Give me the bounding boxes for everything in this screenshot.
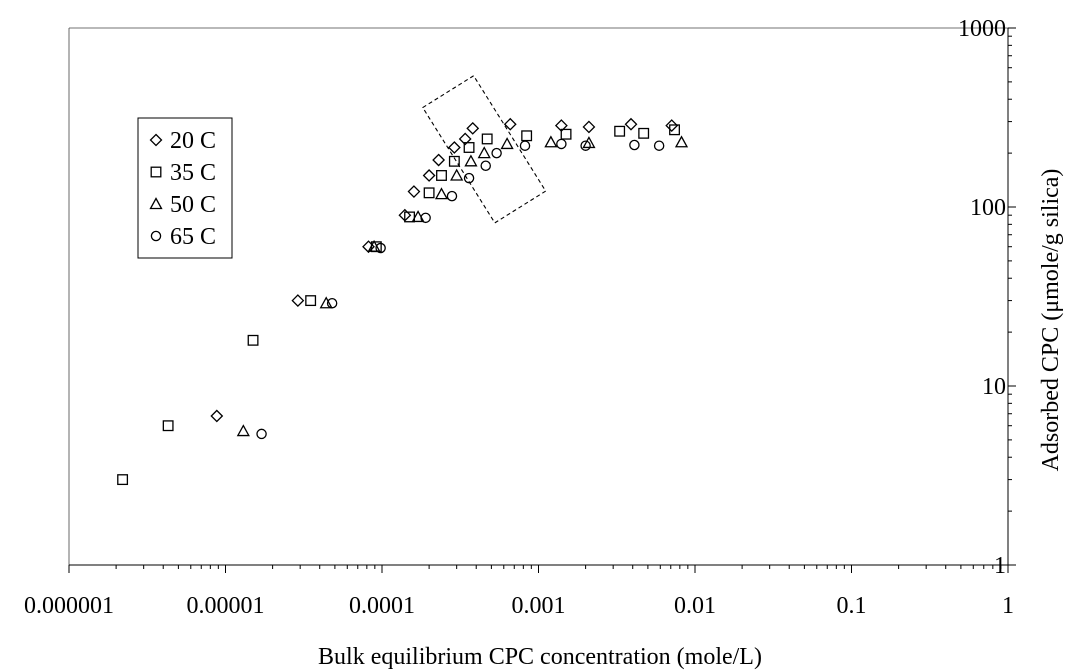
y-tick-label: 1 (994, 553, 1006, 579)
y-tick-label: 100 (970, 195, 1006, 221)
data-point-diamond (624, 117, 638, 131)
data-point-square (162, 420, 174, 432)
y-tick-label: 1000 (958, 16, 1006, 42)
data-point-square (638, 127, 650, 139)
legend-box (137, 117, 233, 259)
x-axis-title: Bulk equilibrium CPC concentration (mole… (318, 644, 762, 670)
data-point-triangle (434, 187, 449, 200)
data-point-circle (480, 160, 491, 171)
data-point-triangle (500, 137, 514, 150)
data-point-triangle (582, 136, 596, 149)
data-point-circle (326, 297, 338, 309)
data-point-square (560, 128, 572, 140)
legend-label: 20 C (170, 128, 216, 154)
axis-ticks (68, 27, 1016, 573)
x-tick-label: 1 (1002, 593, 1014, 619)
data-point-diamond (503, 117, 517, 131)
data-point-circle (375, 242, 386, 254)
data-point-triangle (464, 154, 478, 167)
x-tick-label: 0.00001 (187, 593, 265, 619)
data-point-circle (491, 147, 502, 159)
legend-marker-diamond (149, 133, 163, 147)
x-tick-label: 0.0001 (349, 593, 415, 619)
data-point-circle (256, 428, 267, 440)
y-tick-label: 10 (982, 374, 1006, 400)
series-circle (256, 138, 665, 440)
x-tick-label: 0.000001 (24, 593, 114, 619)
data-point-diamond (665, 119, 679, 133)
data-point-triangle (236, 424, 250, 437)
data-point-triangle (319, 296, 333, 309)
data-point-square (481, 133, 493, 145)
data-point-triangle (450, 168, 464, 181)
data-point-triangle (544, 135, 558, 148)
data-point-diamond (291, 294, 305, 308)
data-point-square (436, 170, 447, 181)
data-point-diamond (458, 132, 472, 146)
data-point-diamond (432, 153, 446, 167)
data-point-square (521, 130, 533, 142)
data-point-square (247, 334, 259, 346)
legend-label: 35 C (170, 160, 216, 186)
data-point-circle (580, 140, 591, 151)
x-tick-label: 0.001 (512, 593, 566, 619)
data-point-square (463, 142, 475, 153)
legend-marker-square (150, 166, 162, 178)
data-point-circle (556, 138, 567, 150)
data-point-diamond (210, 409, 224, 423)
data-point-diamond (407, 185, 421, 198)
data-point-diamond (466, 121, 480, 135)
x-tick-label: 0.1 (837, 593, 867, 619)
data-point-diamond (447, 141, 461, 154)
data-point-square (614, 125, 626, 137)
data-point-circle (629, 139, 640, 151)
highlight-region (421, 75, 547, 224)
data-point-square (669, 124, 680, 136)
data-point-circle (446, 190, 458, 202)
plot-frame (68, 27, 1014, 566)
series-triangle (236, 135, 689, 437)
legend: 20 C 35 C 50 C 65 C (137, 117, 233, 259)
data-point-circle (463, 172, 475, 184)
x-tick-labels: 0.000001 0.00001 0.0001 0.001 0.01 0.1 1 (24, 593, 1014, 619)
data-point-diamond (422, 169, 436, 182)
legend-label: 65 C (170, 224, 216, 250)
data-point-triangle (477, 146, 491, 159)
data-point-circle (653, 140, 665, 151)
data-point-square (448, 155, 460, 167)
data-markers (117, 117, 689, 486)
legend-marker-triangle (149, 197, 163, 210)
data-point-triangle (674, 135, 689, 148)
data-point-square (423, 187, 435, 199)
legend-label: 50 C (170, 192, 216, 218)
data-point-square (305, 295, 317, 307)
x-tick-label: 0.01 (674, 593, 716, 619)
y-tick-labels: 1 10 100 1000 (958, 16, 1006, 579)
data-point-circle (519, 140, 531, 151)
y-axis-title: Adsorbed CPC (μmole/g silica) (1038, 169, 1064, 472)
data-point-square (117, 474, 129, 486)
data-point-diamond (582, 120, 596, 134)
legend-marker-circle (150, 230, 162, 242)
data-point-circle (420, 212, 431, 224)
